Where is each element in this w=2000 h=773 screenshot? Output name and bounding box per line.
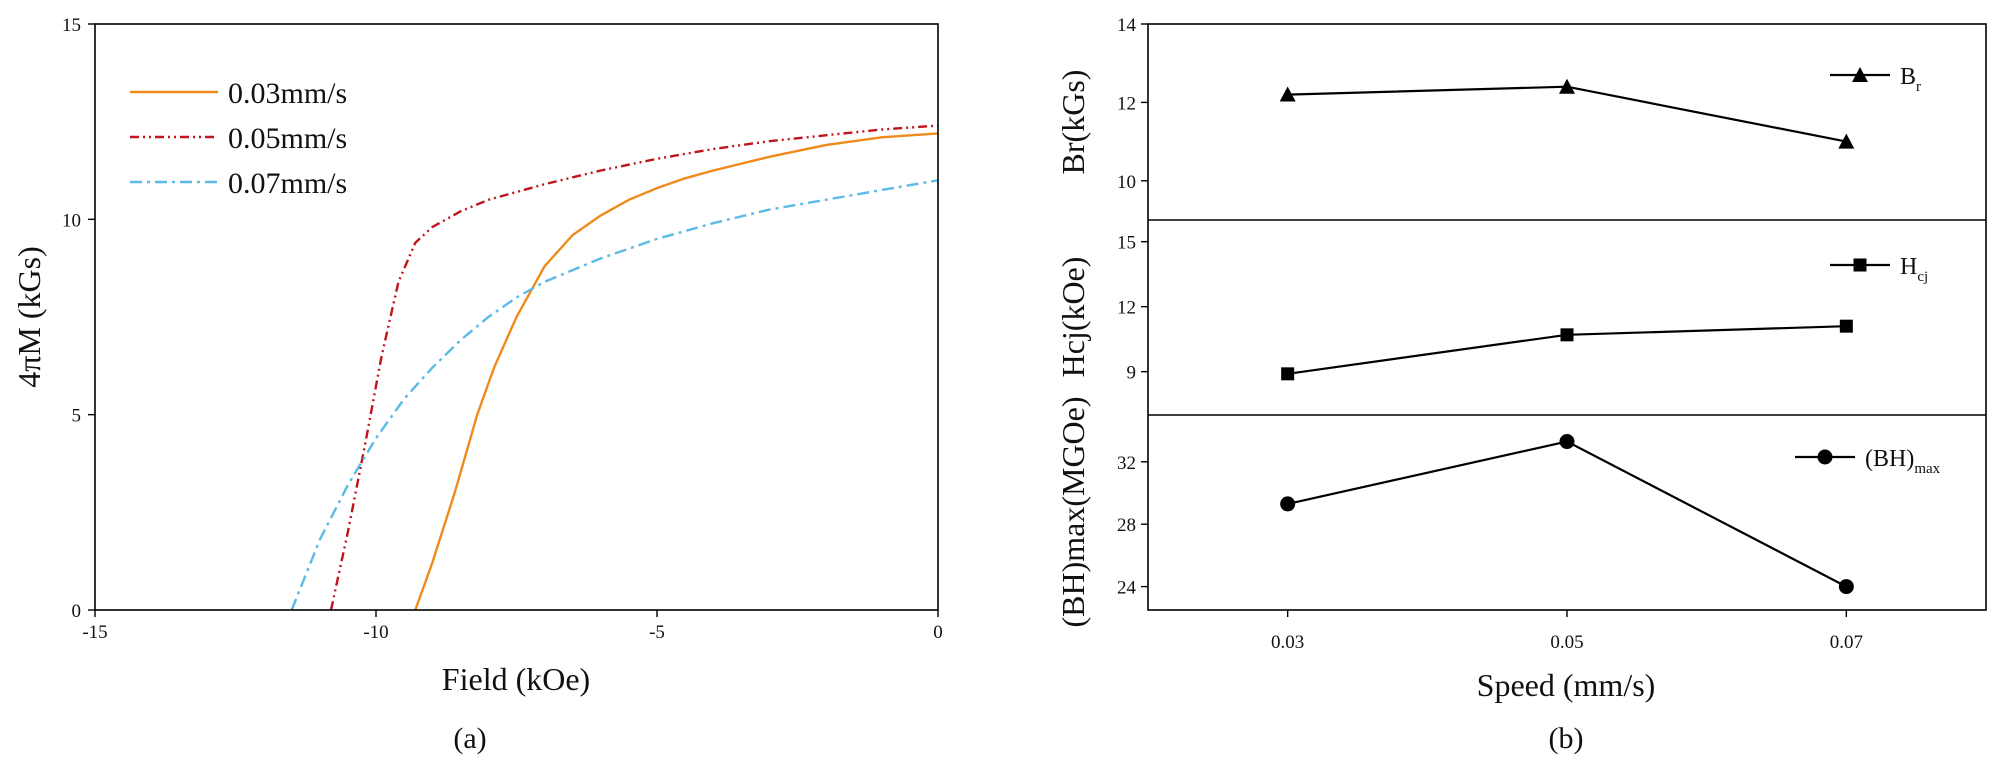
- chart-b-ytick-label: 12: [1117, 93, 1136, 114]
- chart-a: -15 -10 -5 0 0 5 10 15 0.03mm/s 0.05mm/s 0.07mm/s…: [11, 15, 943, 755]
- chart-b-point-1-0: [1281, 367, 1295, 381]
- chart-a-legend-label-0: 0.03mm/s: [228, 77, 347, 110]
- chart-a-series-group: [290, 124, 939, 611]
- chart-a-ytick-label: 10: [62, 210, 81, 231]
- chart-b-series-0: [1287, 85, 1847, 143]
- chart-a-caption: (a): [453, 722, 486, 755]
- chart-b-ytick-label: 32: [1117, 453, 1136, 474]
- chart-b-point-0-0: [1279, 86, 1296, 102]
- chart-a-ytick-label: 5: [72, 406, 82, 427]
- chart-b-ytick-label: 28: [1117, 515, 1136, 536]
- chart-b-xtick-label: 0.03: [1271, 632, 1304, 653]
- chart-b-xlabel: Speed (mm/s): [1477, 667, 1656, 703]
- chart-b-point-2-0: [1280, 496, 1296, 512]
- chart-a-ticks: -15 -10 -5 0 0 5 10 15: [62, 15, 943, 643]
- chart-b-ytick-label: 12: [1117, 298, 1136, 319]
- chart-a-legend-label-2: 0.07mm/s: [228, 167, 347, 200]
- chart-a-xtick-label: -15: [82, 622, 107, 643]
- chart-b-ylabel-br: Br(kGs): [1055, 70, 1091, 175]
- chart-b-series-group: [1279, 78, 1855, 595]
- chart-b-point-1-2: [1839, 319, 1853, 333]
- chart-b-xtick-label: 0.05: [1550, 632, 1583, 653]
- chart-b-plot-frame: [1147, 23, 1987, 611]
- chart-a-xlabel: Field (kOe): [442, 661, 590, 697]
- chart-b-legend-label-0: Br: [1900, 64, 1921, 95]
- chart-b-series-2: [1287, 440, 1847, 588]
- chart-b-ytick-label: 15: [1117, 233, 1136, 254]
- chart-b-legend-marker-2: [1817, 449, 1833, 465]
- chart-b-ytick-label: 24: [1117, 578, 1137, 599]
- chart-b-point-0-1: [1559, 78, 1575, 94]
- chart-b-legend-marker-0: [1852, 67, 1868, 82]
- chart-b-point-0-2: [1838, 133, 1855, 149]
- chart-b-ylabel-hcj: Hcj(kOe): [1055, 257, 1091, 378]
- chart-b-legend-label-2: (BH)max: [1865, 446, 1941, 477]
- chart-a-series-1: [329, 124, 939, 611]
- chart-b-caption: (b): [1549, 722, 1584, 755]
- chart-a-ytick-label: 15: [62, 15, 81, 36]
- chart-a-series-0: [414, 132, 939, 611]
- chart-b-xtick-label: 0.07: [1830, 632, 1863, 653]
- chart-b-legend-label-1: Hcj: [1900, 254, 1928, 285]
- chart-a-xtick-label: -5: [649, 622, 665, 643]
- chart-b: 10 12 14 9 12 15 24 28 32 0.03 0.05 0.07 Br Hcj (BH)m…: [1055, 15, 1987, 755]
- chart-b-ytick-label: 10: [1117, 172, 1136, 193]
- chart-a-series-2: [290, 179, 939, 611]
- chart-b-point-2-2: [1838, 579, 1854, 595]
- chart-a-xtick-label: 0: [933, 622, 943, 643]
- chart-b-ytick-label: 9: [1127, 363, 1137, 384]
- chart-b-point-1-1: [1560, 328, 1574, 342]
- chart-a-plot-frame: [94, 23, 939, 611]
- chart-a-legend-label-1: 0.05mm/s: [228, 122, 347, 155]
- chart-b-ylabel-bhmax: (BH)max(MGOe): [1055, 396, 1091, 627]
- chart-b-legend-marker-1: [1853, 258, 1867, 272]
- chart-a-ytick-label: 0: [72, 601, 82, 622]
- chart-b-point-2-1: [1559, 434, 1575, 450]
- chart-a-xtick-label: -10: [363, 622, 388, 643]
- chart-b-ticks: 10 12 14 9 12 15 24 28 32 0.03 0.05 0.07: [1117, 15, 1863, 653]
- chart-b-ytick-label: 14: [1117, 15, 1137, 36]
- chart-a-ylabel: 4πM (kGs): [11, 246, 47, 387]
- chart-a-legend: 0.03mm/s 0.05mm/s 0.07mm/s: [130, 77, 347, 200]
